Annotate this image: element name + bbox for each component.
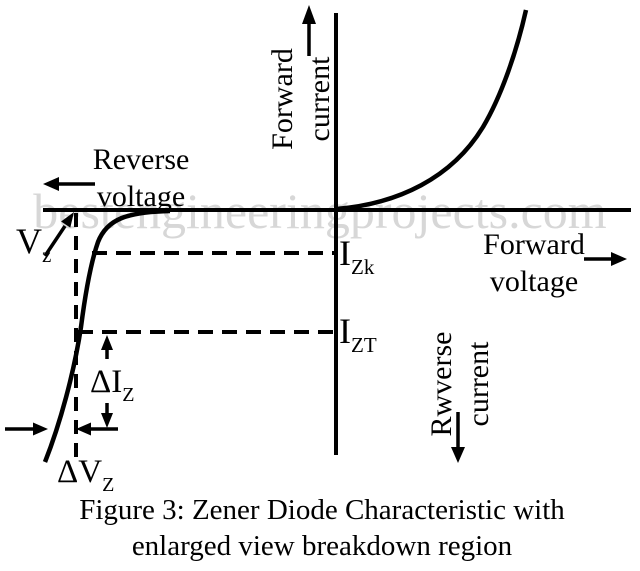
delta-iz-label: ΔIZ bbox=[90, 364, 135, 406]
delta-iz-up-arrow-icon bbox=[101, 335, 113, 359]
izt-label-sub: ZT bbox=[351, 332, 377, 357]
izt-label-main: I bbox=[339, 311, 351, 351]
reverse-current-axis-label-line2: current bbox=[462, 341, 495, 427]
forward-voltage-axis-label-line1: Forward bbox=[483, 228, 585, 261]
delta-iz-label-main: ΔI bbox=[90, 364, 123, 400]
izk-label: IZk bbox=[339, 235, 374, 278]
delta-vz-label-sub: Z bbox=[102, 474, 115, 496]
vz-label-sub: z bbox=[42, 242, 52, 267]
reverse-voltage-axis-label-line2: voltage bbox=[96, 180, 186, 213]
reverse-voltage-axis-label: Reverse voltage bbox=[85, 141, 197, 215]
forward-voltage-arrow-icon bbox=[584, 252, 627, 266]
vz-pointer-arrow-icon bbox=[43, 212, 74, 257]
figure-caption-line2: enlarged view breakdown region bbox=[131, 530, 513, 562]
forward-voltage-axis-label: Forward voltage bbox=[478, 226, 590, 300]
figure-caption: Figure 3: Zener Diode Characteristic wit… bbox=[2, 492, 640, 564]
reverse-current-axis-label: Rwverse current bbox=[423, 324, 495, 444]
breakdown-curve bbox=[42, 208, 171, 463]
forward-current-arrow-icon bbox=[302, 5, 316, 56]
izt-label: IZT bbox=[339, 313, 377, 356]
delta-vz-right-arrow-icon bbox=[5, 422, 48, 436]
reverse-current-axis-label-line1: Rwverse bbox=[425, 331, 458, 437]
reverse-current-arrow-icon bbox=[451, 412, 465, 463]
figure-caption-line1: Figure 3: Zener Diode Characteristic wit… bbox=[79, 494, 565, 526]
delta-iz-label-sub: Z bbox=[122, 384, 135, 406]
forward-current-axis-label-line1: Forward bbox=[266, 48, 299, 150]
delta-iz-down-arrow-icon bbox=[101, 403, 113, 428]
vz-label-main: V bbox=[16, 221, 42, 261]
forward-voltage-axis-label-line2: voltage bbox=[489, 265, 579, 298]
forward-curve bbox=[335, 9, 529, 212]
delta-vz-label-main: ΔV bbox=[57, 454, 103, 490]
forward-current-axis-label-line2: current bbox=[303, 56, 336, 142]
delta-vz-left-arrow-icon bbox=[76, 422, 118, 436]
forward-current-axis-label: Forward current bbox=[264, 39, 336, 159]
reverse-voltage-axis-label-line1: Reverse bbox=[92, 143, 190, 176]
reverse-voltage-arrow-icon bbox=[43, 177, 95, 191]
izk-label-sub: Zk bbox=[351, 254, 375, 279]
izk-label-main: I bbox=[339, 233, 351, 273]
delta-vz-label: ΔVZ bbox=[57, 454, 115, 496]
vz-label: Vz bbox=[16, 223, 51, 266]
